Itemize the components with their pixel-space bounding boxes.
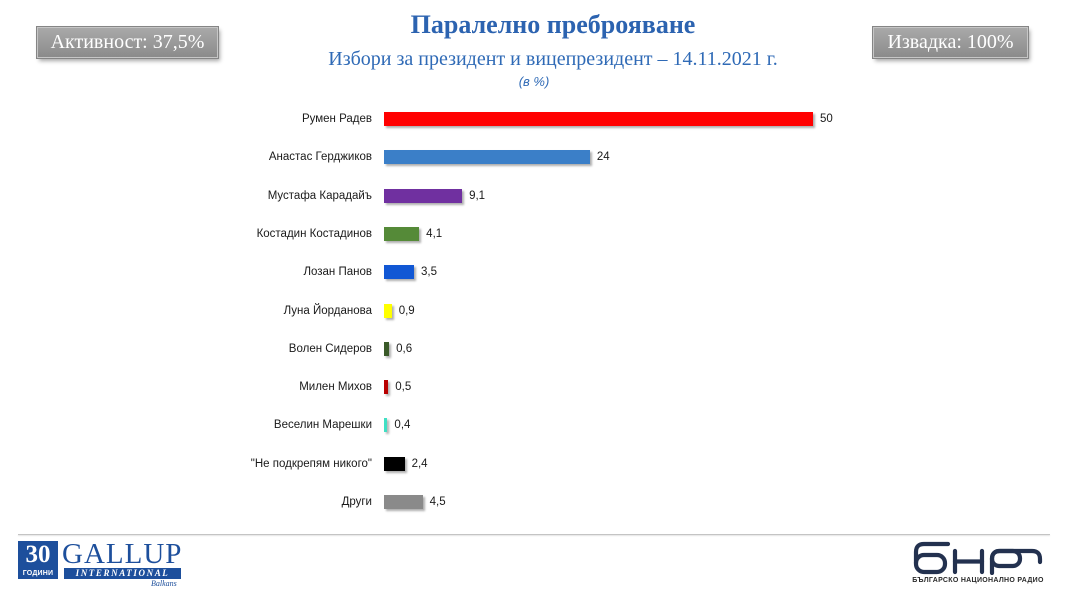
chart-bar	[384, 303, 392, 318]
bnr-logo-caption: БЪЛГАРСКО НАЦИОНАЛНО РАДИО	[912, 577, 1044, 584]
chart-row: Други 4,5	[0, 493, 1067, 511]
category-label: Волен Сидеров	[288, 342, 372, 355]
bar-chart: Румен Радев 50 Анастас Герджиков 24 Мустафа …	[0, 110, 1067, 511]
value-label: 4,1	[426, 227, 443, 240]
category-label: Костадин Костадинов	[256, 227, 372, 240]
chart-bar	[384, 341, 390, 356]
value-label: 4,5	[429, 496, 446, 508]
chart-bar	[384, 495, 423, 509]
value-label: 0,6	[396, 342, 413, 355]
chart-bar	[384, 265, 415, 280]
chart-row: Румен Радев 50	[0, 110, 1067, 128]
value-label: 0,9	[398, 304, 415, 317]
value-label: 0,5	[395, 381, 412, 394]
chart-row: Лозан Панов 3,5	[0, 263, 1067, 281]
category-label: "Не подкрепям никого"	[250, 457, 372, 470]
chart-row: Милен Михов 0,5	[0, 378, 1067, 396]
category-label: Мустафа Карадайъ	[267, 189, 372, 202]
bnr-logo-icon	[913, 541, 1043, 575]
chart-bar	[384, 418, 388, 433]
value-label: 0,4	[394, 419, 411, 432]
gallup-logo-international: INTERNATIONAL	[64, 568, 181, 579]
chart-bar	[384, 150, 590, 165]
chart-bar	[384, 380, 389, 395]
gallup-anniversary-badge: 30 ГОДИНИ	[18, 541, 58, 579]
gallup-logo-name: GALLUP	[62, 538, 183, 570]
anniversary-years: 30	[25, 541, 51, 568]
category-label: Анастас Герджиков	[268, 151, 372, 164]
value-label: 24	[596, 151, 610, 164]
chart-row: "Не подкрепям никого" 2,4	[0, 455, 1067, 473]
category-label: Веселин Марешки	[273, 419, 372, 432]
chart-row: Веселин Марешки 0,4	[0, 416, 1067, 434]
footer-divider	[18, 534, 1050, 535]
value-label: 9,1	[469, 189, 486, 202]
value-label: 2,4	[411, 457, 428, 470]
sample-badge: Извадка: 100%	[872, 26, 1029, 59]
chart-row: Костадин Костадинов 4,1	[0, 225, 1067, 243]
category-label: Луна Йорданова	[283, 304, 372, 317]
gallup-logo-region: Balkans	[151, 579, 177, 588]
category-label: Други	[341, 496, 372, 508]
chart-row: Анастас Герджиков 24	[0, 148, 1067, 166]
chart-bar	[384, 112, 813, 126]
value-label: 3,5	[421, 266, 438, 279]
turnout-badge: Активност: 37,5%	[36, 26, 219, 59]
chart-bar	[384, 226, 420, 241]
chart-subtitle: Избори за президент и вицепрезидент – 14…	[328, 48, 778, 70]
chart-bar	[384, 456, 405, 471]
chart-row: Волен Сидеров 0,6	[0, 340, 1067, 358]
chart-title: Паралелно преброяване	[410, 10, 696, 39]
chart-row: Мустафа Карадайъ 9,1	[0, 187, 1067, 205]
chart-row: Луна Йорданова 0,9	[0, 302, 1067, 320]
value-label: 50	[820, 113, 833, 125]
anniversary-years-word: ГОДИНИ	[22, 570, 54, 577]
category-label: Румен Радев	[301, 113, 372, 125]
category-label: Милен Михов	[299, 381, 372, 394]
chart-bar	[384, 188, 463, 203]
unit-note: (в %)	[518, 74, 550, 89]
category-label: Лозан Панов	[303, 266, 372, 279]
